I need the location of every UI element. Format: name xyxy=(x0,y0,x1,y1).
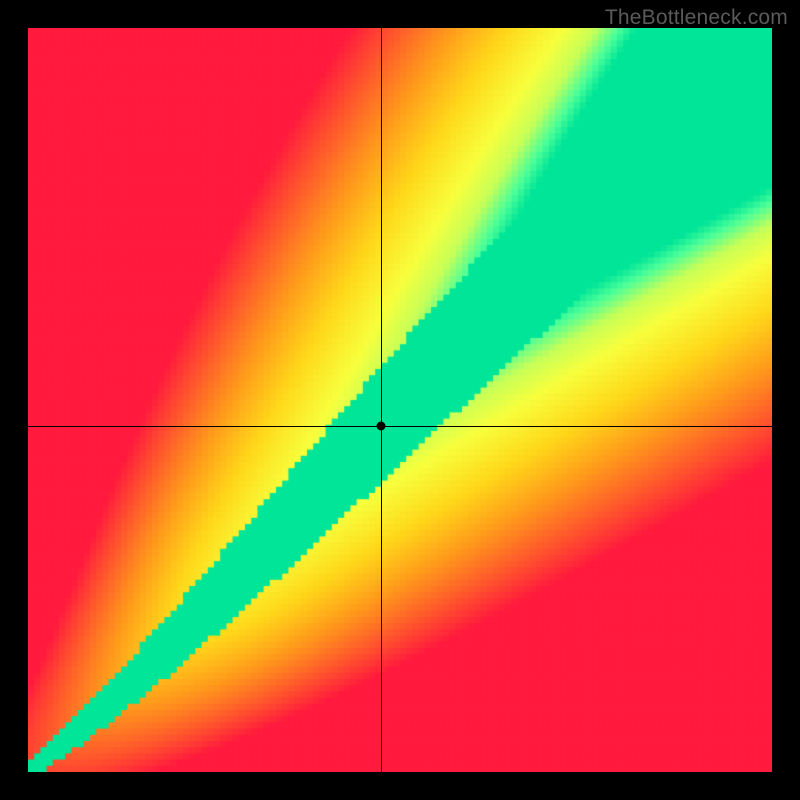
crosshair-horizontal xyxy=(28,426,772,427)
heatmap-canvas xyxy=(28,28,772,772)
crosshair-vertical xyxy=(381,28,382,772)
chart-container: TheBottleneck.com xyxy=(0,0,800,800)
crosshair-dot xyxy=(377,422,386,431)
watermark-label: TheBottleneck.com xyxy=(605,6,788,30)
plot-area xyxy=(28,28,772,772)
